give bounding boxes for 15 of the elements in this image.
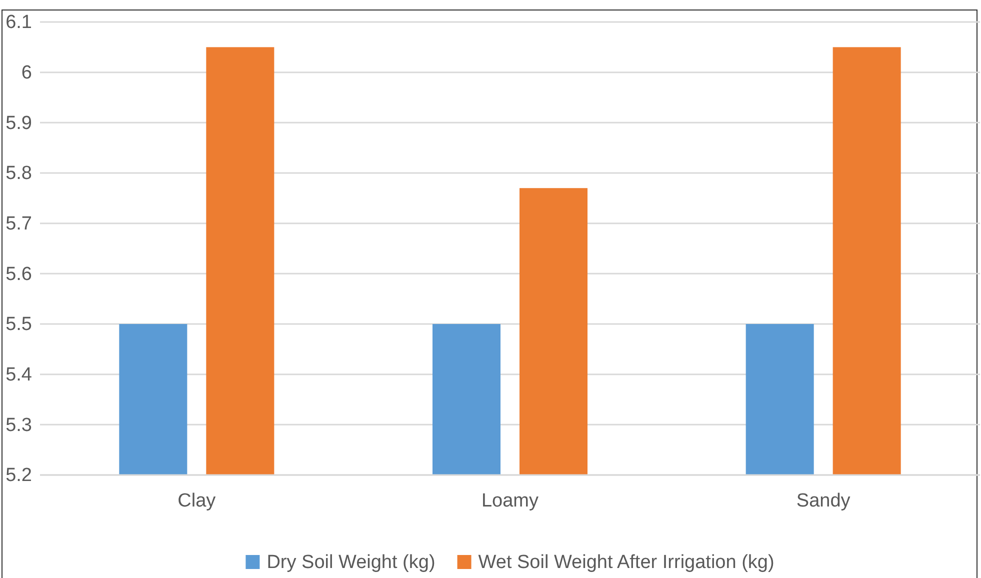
x-tick-label: Loamy <box>481 490 540 512</box>
x-tick-label: Sandy <box>796 490 851 512</box>
y-tick-label: 5.4 <box>6 364 32 386</box>
x-tick-label: Clay <box>178 490 216 512</box>
y-tick-label: 5.5 <box>6 314 32 336</box>
y-tick-label: 5.7 <box>6 213 32 234</box>
y-tick-label: 6.1 <box>6 12 32 34</box>
y-tick-label: 6 <box>21 62 32 84</box>
legend-label: Dry Soil Weight (kg) <box>266 552 436 573</box>
y-tick-label: 5.3 <box>6 414 32 436</box>
y-tick-label: 5.6 <box>6 264 32 285</box>
y-tick-label: 5.2 <box>6 465 32 486</box>
legend-label: Wet Soil Weight After Irrigation (kg) <box>478 552 774 573</box>
y-tick-label: 5.8 <box>6 163 32 184</box>
y-tick-label: 5.9 <box>6 112 32 134</box>
